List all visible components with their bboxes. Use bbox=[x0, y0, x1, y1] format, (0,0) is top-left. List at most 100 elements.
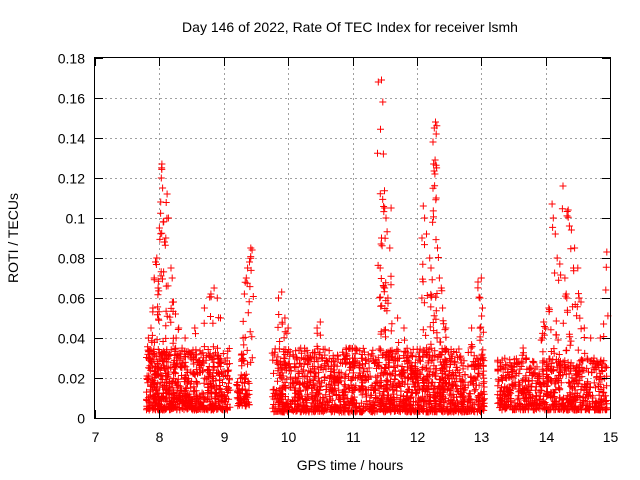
data-point bbox=[223, 354, 231, 362]
data-point bbox=[581, 349, 589, 357]
data-point bbox=[386, 244, 394, 252]
y-tick-label: 0.12 bbox=[58, 171, 85, 187]
data-point bbox=[351, 374, 359, 381]
data-point bbox=[335, 368, 343, 376]
data-point bbox=[377, 302, 385, 310]
data-point bbox=[283, 329, 291, 337]
data-point bbox=[280, 334, 288, 342]
data-point bbox=[178, 372, 185, 379]
data-point bbox=[567, 245, 575, 253]
y-tick-label: 0.02 bbox=[58, 371, 85, 387]
data-point bbox=[479, 362, 487, 370]
data-point bbox=[295, 380, 303, 388]
data-point bbox=[543, 403, 551, 411]
data-point bbox=[551, 269, 559, 277]
data-point bbox=[454, 403, 462, 411]
data-point bbox=[177, 387, 185, 395]
data-point bbox=[552, 317, 560, 325]
x-tick-label: 14 bbox=[539, 429, 555, 445]
data-point bbox=[274, 323, 282, 331]
data-point bbox=[346, 402, 354, 409]
data-point bbox=[417, 357, 424, 365]
data-point bbox=[539, 397, 547, 405]
data-point bbox=[498, 375, 506, 383]
data-point bbox=[393, 345, 401, 353]
data-point bbox=[407, 351, 415, 359]
data-point bbox=[596, 380, 604, 388]
data-point bbox=[428, 379, 436, 387]
data-point bbox=[529, 357, 537, 365]
data-point bbox=[479, 379, 487, 387]
data-point bbox=[539, 367, 547, 375]
data-point bbox=[438, 345, 446, 353]
data-point bbox=[333, 362, 341, 370]
data-point bbox=[470, 360, 478, 368]
data-point bbox=[184, 369, 191, 376]
data-point bbox=[561, 363, 568, 371]
data-point bbox=[430, 362, 438, 370]
data-point bbox=[159, 275, 166, 283]
data-point bbox=[345, 385, 353, 393]
data-point bbox=[524, 377, 532, 385]
data-point bbox=[471, 386, 479, 394]
data-point bbox=[328, 373, 336, 381]
data-point bbox=[161, 365, 169, 373]
data-point bbox=[598, 364, 605, 372]
data-point bbox=[374, 372, 382, 380]
data-point bbox=[505, 401, 512, 408]
data-point bbox=[564, 213, 572, 221]
data-point bbox=[278, 288, 286, 296]
data-point bbox=[243, 346, 251, 354]
data-point bbox=[382, 364, 390, 372]
data-point bbox=[381, 204, 389, 212]
data-point bbox=[429, 319, 437, 326]
data-point bbox=[162, 334, 170, 342]
data-point bbox=[369, 407, 376, 415]
data-point bbox=[553, 254, 561, 262]
data-point bbox=[567, 367, 574, 375]
data-point bbox=[478, 312, 486, 320]
data-point bbox=[316, 331, 324, 339]
data-point bbox=[294, 368, 302, 376]
data-point bbox=[171, 351, 179, 359]
data-point bbox=[365, 406, 373, 414]
data-point bbox=[330, 377, 337, 385]
data-point bbox=[580, 334, 588, 341]
data-point bbox=[235, 400, 242, 407]
data-point bbox=[348, 361, 356, 369]
data-point bbox=[377, 346, 385, 354]
data-point bbox=[181, 375, 189, 383]
data-point bbox=[576, 314, 584, 322]
data-point bbox=[192, 346, 200, 354]
data-point bbox=[213, 294, 221, 302]
data-point bbox=[548, 378, 556, 386]
data-point bbox=[391, 376, 399, 383]
data-point bbox=[564, 206, 572, 214]
data-point bbox=[307, 369, 315, 377]
data-point bbox=[338, 408, 346, 416]
data-point bbox=[180, 362, 188, 370]
data-point bbox=[448, 399, 456, 407]
data-point bbox=[464, 363, 472, 371]
data-point bbox=[595, 391, 603, 399]
data-point bbox=[185, 390, 193, 398]
data-point bbox=[200, 343, 208, 351]
data-point bbox=[539, 348, 547, 356]
data-point bbox=[417, 396, 425, 404]
data-point bbox=[546, 355, 554, 363]
data-point bbox=[540, 331, 548, 339]
data-point bbox=[292, 389, 299, 397]
data-point bbox=[226, 360, 233, 368]
data-point bbox=[581, 380, 589, 388]
data-point bbox=[366, 400, 374, 408]
data-point bbox=[145, 355, 153, 363]
data-point bbox=[369, 352, 377, 360]
data-point bbox=[539, 329, 547, 337]
data-point bbox=[420, 348, 428, 356]
data-point bbox=[552, 331, 560, 339]
data-point bbox=[325, 399, 333, 406]
data-point bbox=[172, 310, 179, 318]
data-point bbox=[507, 395, 515, 402]
data-point bbox=[601, 397, 609, 405]
y-tick-label: 0.14 bbox=[58, 131, 85, 147]
